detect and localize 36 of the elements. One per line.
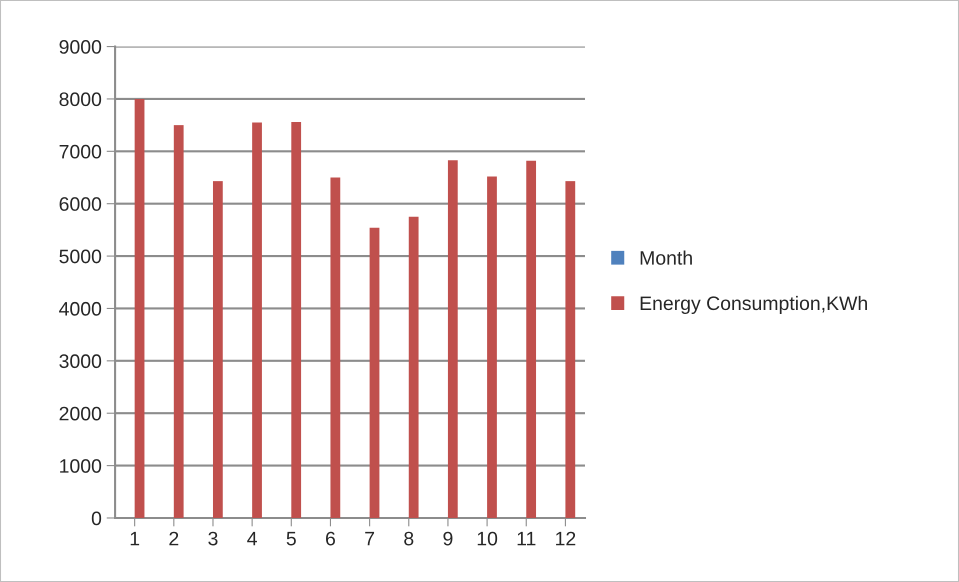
bar bbox=[370, 228, 380, 518]
y-tick-label: 7000 bbox=[60, 144, 102, 159]
bar bbox=[174, 125, 184, 518]
x-tick-label: 8 bbox=[404, 532, 414, 546]
x-tick-label: 12 bbox=[556, 532, 576, 546]
bar bbox=[526, 160, 536, 518]
bar bbox=[565, 181, 576, 518]
y-tick-label: 4000 bbox=[59, 302, 102, 316]
bar bbox=[212, 181, 223, 518]
x-tick-label: 6 bbox=[326, 532, 336, 546]
bar bbox=[252, 122, 262, 518]
legend-label: Month bbox=[640, 250, 692, 265]
bar bbox=[330, 178, 340, 518]
y-tick-label: 8000 bbox=[59, 92, 102, 106]
x-tick-label: 7 bbox=[365, 532, 374, 546]
x-tick-label: 3 bbox=[208, 532, 218, 546]
x-tick-label: 2 bbox=[169, 532, 178, 546]
y-tick-label: 1000 bbox=[60, 459, 102, 473]
bar bbox=[291, 122, 302, 518]
y-tick-label: 5000 bbox=[59, 250, 102, 264]
x-tick-label: 5 bbox=[286, 532, 296, 546]
x-tick-label: 10 bbox=[478, 532, 498, 546]
bar bbox=[408, 216, 419, 518]
x-tick-label: 4 bbox=[247, 532, 257, 546]
x-tick-label: 11 bbox=[518, 532, 536, 546]
y-tick-label: 3000 bbox=[59, 354, 102, 368]
y-tick-label: 6000 bbox=[60, 197, 102, 211]
y-tick-label: 2000 bbox=[60, 406, 102, 420]
bar bbox=[134, 98, 144, 518]
legend-label: Energy Consumption,KWh bbox=[640, 296, 867, 314]
x-tick-label: 9 bbox=[443, 532, 452, 546]
bar bbox=[487, 176, 497, 518]
x-tick-label: 1 bbox=[130, 532, 140, 546]
bar bbox=[448, 160, 458, 518]
y-tick-label: 9000 bbox=[60, 40, 102, 54]
y-tick-label: 0 bbox=[92, 511, 102, 526]
